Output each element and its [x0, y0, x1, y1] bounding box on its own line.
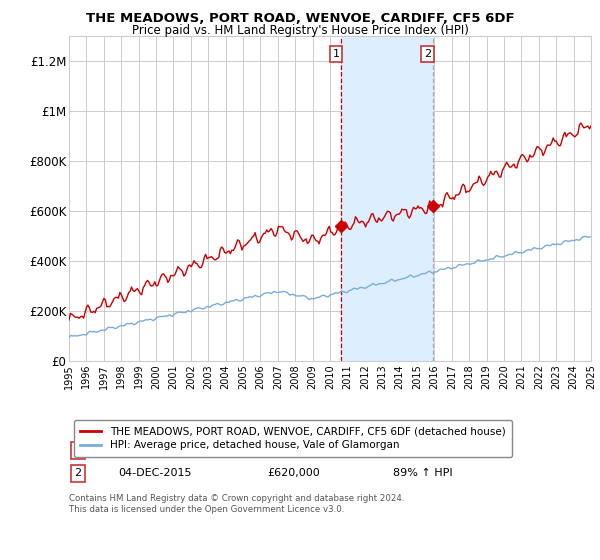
Text: THE MEADOWS, PORT ROAD, WENVOE, CARDIFF, CF5 6DF: THE MEADOWS, PORT ROAD, WENVOE, CARDIFF,… [86, 12, 514, 25]
Text: 1: 1 [74, 446, 81, 455]
Text: Price paid vs. HM Land Registry's House Price Index (HPI): Price paid vs. HM Land Registry's House … [131, 24, 469, 36]
Text: 89% ↑ HPI: 89% ↑ HPI [392, 468, 452, 478]
Text: 2: 2 [424, 49, 431, 59]
Bar [341, 36, 433, 361]
Text: 04-DEC-2015: 04-DEC-2015 [119, 468, 192, 478]
Text: 91% ↑ HPI: 91% ↑ HPI [392, 446, 452, 455]
Text: £620,000: £620,000 [268, 468, 320, 478]
Text: 1: 1 [332, 49, 340, 59]
Text: 2: 2 [74, 468, 82, 478]
Text: £540,000: £540,000 [268, 446, 320, 455]
Legend: THE MEADOWS, PORT ROAD, WENVOE, CARDIFF, CF5 6DF (detached house), HPI: Average : THE MEADOWS, PORT ROAD, WENVOE, CARDIFF,… [74, 420, 512, 456]
Text: 27-AUG-2010: 27-AUG-2010 [119, 446, 193, 455]
Text: Contains HM Land Registry data © Crown copyright and database right 2024.
This d: Contains HM Land Registry data © Crown c… [69, 494, 404, 514]
